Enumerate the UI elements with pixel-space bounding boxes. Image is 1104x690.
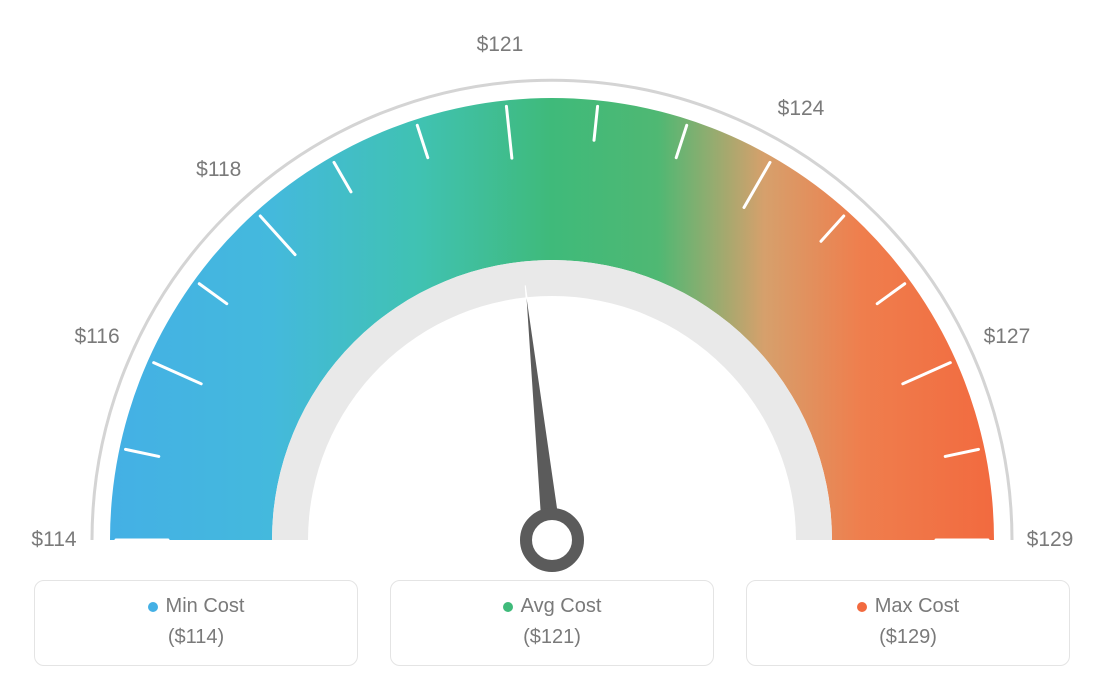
gauge-tick-label: $116: [74, 325, 119, 349]
legend-max-title-text: Max Cost: [875, 595, 959, 617]
legend-avg-title-text: Avg Cost: [521, 595, 602, 617]
legend-min-title-text: Min Cost: [166, 595, 245, 617]
legend-max-dot: [857, 602, 867, 612]
gauge-chart: $114 $116 $118 $121 $124 $127 $129: [0, 0, 1104, 580]
legend-max: Max Cost ($129): [746, 580, 1070, 666]
gauge-tick-label: $129: [1027, 528, 1074, 552]
gauge-tick-label: $118: [196, 158, 241, 182]
legend-row: Min Cost ($114) Avg Cost ($121) Max Cost…: [0, 580, 1104, 666]
legend-avg: Avg Cost ($121): [390, 580, 714, 666]
legend-max-title: Max Cost: [747, 595, 1069, 618]
legend-max-value: ($129): [747, 626, 1069, 649]
legend-min: Min Cost ($114): [34, 580, 358, 666]
gauge-tick-label: $124: [778, 97, 825, 121]
legend-min-value: ($114): [35, 626, 357, 649]
gauge-svg: [0, 0, 1104, 580]
legend-avg-dot: [503, 602, 513, 612]
gauge-tick-label: $121: [477, 33, 524, 57]
gauge-tick-label: $114: [31, 528, 76, 552]
gauge-tick-label: $127: [984, 325, 1031, 349]
legend-avg-value: ($121): [391, 626, 713, 649]
legend-avg-title: Avg Cost: [391, 595, 713, 618]
legend-min-dot: [148, 602, 158, 612]
legend-min-title: Min Cost: [35, 595, 357, 618]
